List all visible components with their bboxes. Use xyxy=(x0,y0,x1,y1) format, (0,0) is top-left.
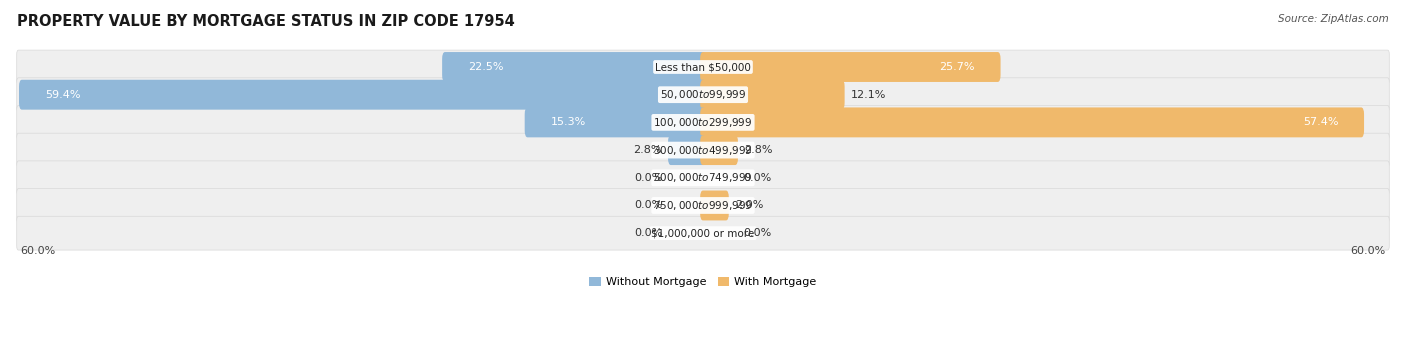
FancyBboxPatch shape xyxy=(700,135,738,165)
FancyBboxPatch shape xyxy=(20,80,706,110)
FancyBboxPatch shape xyxy=(700,107,1364,137)
FancyBboxPatch shape xyxy=(17,189,1389,222)
FancyBboxPatch shape xyxy=(700,190,728,220)
Text: 0.0%: 0.0% xyxy=(744,228,772,238)
Text: $300,000 to $499,999: $300,000 to $499,999 xyxy=(654,143,752,157)
Text: $1,000,000 or more: $1,000,000 or more xyxy=(651,228,755,238)
Text: 22.5%: 22.5% xyxy=(468,62,503,72)
Text: 2.0%: 2.0% xyxy=(735,201,763,210)
Text: 59.4%: 59.4% xyxy=(45,90,80,100)
Text: $100,000 to $299,999: $100,000 to $299,999 xyxy=(654,116,752,129)
FancyBboxPatch shape xyxy=(17,216,1389,250)
FancyBboxPatch shape xyxy=(700,52,1001,82)
FancyBboxPatch shape xyxy=(17,133,1389,167)
FancyBboxPatch shape xyxy=(17,161,1389,195)
FancyBboxPatch shape xyxy=(700,80,845,110)
Text: 0.0%: 0.0% xyxy=(634,228,662,238)
Text: $50,000 to $99,999: $50,000 to $99,999 xyxy=(659,88,747,101)
Text: 0.0%: 0.0% xyxy=(634,173,662,183)
Text: 15.3%: 15.3% xyxy=(551,117,586,128)
Text: 12.1%: 12.1% xyxy=(851,90,886,100)
FancyBboxPatch shape xyxy=(524,107,706,137)
FancyBboxPatch shape xyxy=(17,105,1389,139)
Text: Less than $50,000: Less than $50,000 xyxy=(655,62,751,72)
FancyBboxPatch shape xyxy=(441,52,706,82)
Text: 0.0%: 0.0% xyxy=(744,173,772,183)
Text: 25.7%: 25.7% xyxy=(939,62,974,72)
FancyBboxPatch shape xyxy=(17,78,1389,112)
Text: Source: ZipAtlas.com: Source: ZipAtlas.com xyxy=(1278,14,1389,23)
Text: $500,000 to $749,999: $500,000 to $749,999 xyxy=(654,171,752,184)
Text: 57.4%: 57.4% xyxy=(1303,117,1339,128)
FancyBboxPatch shape xyxy=(668,135,706,165)
Text: 60.0%: 60.0% xyxy=(21,246,56,256)
Text: 2.8%: 2.8% xyxy=(633,145,662,155)
Text: 2.8%: 2.8% xyxy=(744,145,773,155)
Text: 60.0%: 60.0% xyxy=(1350,246,1385,256)
Text: 0.0%: 0.0% xyxy=(634,201,662,210)
Legend: Without Mortgage, With Mortgage: Without Mortgage, With Mortgage xyxy=(585,272,821,292)
Text: PROPERTY VALUE BY MORTGAGE STATUS IN ZIP CODE 17954: PROPERTY VALUE BY MORTGAGE STATUS IN ZIP… xyxy=(17,14,515,29)
FancyBboxPatch shape xyxy=(17,50,1389,84)
Text: $750,000 to $999,999: $750,000 to $999,999 xyxy=(654,199,752,212)
